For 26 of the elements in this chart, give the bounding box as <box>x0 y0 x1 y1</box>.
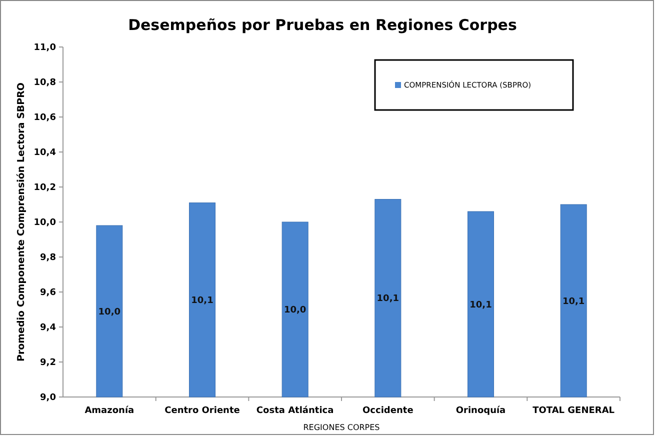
y-tick-label: 9,0 <box>40 393 56 404</box>
data-label: 10,1 <box>376 294 400 304</box>
chart-title: Desempeños por Pruebas en Regiones Corpes <box>128 16 517 34</box>
y-tick-label: 9,2 <box>40 358 56 368</box>
x-tick-label: Costa Atlántica <box>256 405 334 416</box>
x-tick-label: Amazonía <box>84 405 134 416</box>
x-tick-label: Centro Oriente <box>164 406 240 416</box>
y-tick-label: 10,4 <box>34 148 56 158</box>
data-label: 10,0 <box>98 307 121 318</box>
y-tick-label: 11,0 <box>34 43 56 54</box>
y-tick-label: 9,8 <box>40 253 56 264</box>
data-label: 10,1 <box>562 296 585 307</box>
x-axis-title: REGIONES CORPES <box>303 423 380 432</box>
data-label: 10,0 <box>284 306 306 316</box>
data-label: 10,1 <box>470 300 492 310</box>
x-tick-label: Occidente <box>362 406 414 416</box>
y-tick-label: 10,2 <box>34 183 56 194</box>
x-tick-label: TOTAL GENERAL <box>532 406 615 416</box>
y-tick-label: 10,6 <box>34 113 56 124</box>
y-tick-label: 9,6 <box>40 288 56 298</box>
data-label: 10,1 <box>191 296 214 306</box>
y-tick-label: 10,0 <box>34 218 56 228</box>
y-axis-title: Promedio Componente Comprensión Lectora SBPRO <box>16 82 27 362</box>
x-tick-label: Orinoquía <box>456 405 506 416</box>
y-tick-label: 10,8 <box>34 78 56 88</box>
y-tick-label: 9,4 <box>40 323 56 334</box>
